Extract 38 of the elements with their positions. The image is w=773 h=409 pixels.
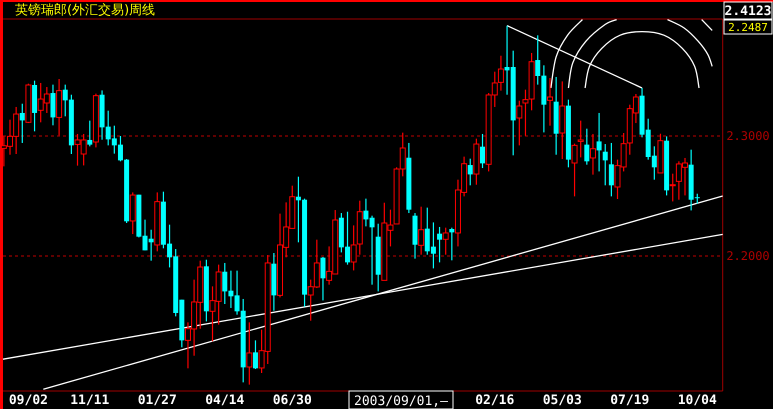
candlestick [449, 227, 454, 261]
y-tick-label: 2.3000 [726, 129, 770, 143]
candlestick [670, 173, 676, 202]
y-tick-label: 2.2000 [726, 249, 770, 263]
x-tick-label: 09/02 [8, 393, 48, 408]
x-tick-label: 01/27 [138, 393, 177, 408]
candlestick [20, 103, 25, 144]
text: 2.4123 [724, 4, 772, 19]
x-tick-label: 02/16 [475, 393, 515, 408]
candlestick [246, 322, 252, 386]
candlestick [596, 112, 602, 172]
candlestick [442, 227, 449, 256]
text: 2.2487 [728, 21, 768, 34]
x-tick-label: 11/11 [70, 393, 110, 408]
candlestick [608, 142, 614, 197]
chart-title: 英镑瑞郎(外汇交易)周线 [15, 2, 156, 18]
candlestick [468, 158, 473, 186]
candlestick [350, 224, 357, 271]
x-tick-label: 10/04 [678, 393, 718, 408]
candlestick [437, 226, 442, 263]
x-tick-label: 06/30 [272, 393, 312, 408]
candlestick [252, 340, 258, 370]
x-tick-label: 04/14 [205, 393, 245, 408]
text: 2003/09/01,— [354, 394, 448, 409]
line-series [666, 18, 713, 68]
candlestick [590, 133, 596, 176]
candlestick [578, 120, 584, 158]
x-tick-label: 07/19 [610, 393, 650, 408]
candlestick [480, 133, 486, 169]
candlestick [602, 143, 608, 186]
candlestick [584, 128, 590, 166]
x-tick-label: 05/03 [542, 393, 582, 408]
candlestick [516, 100, 522, 146]
candlestick [547, 77, 554, 126]
candlestick [320, 256, 326, 301]
candlestick [418, 206, 424, 256]
candlestick [572, 143, 578, 197]
candlestick [87, 120, 92, 147]
